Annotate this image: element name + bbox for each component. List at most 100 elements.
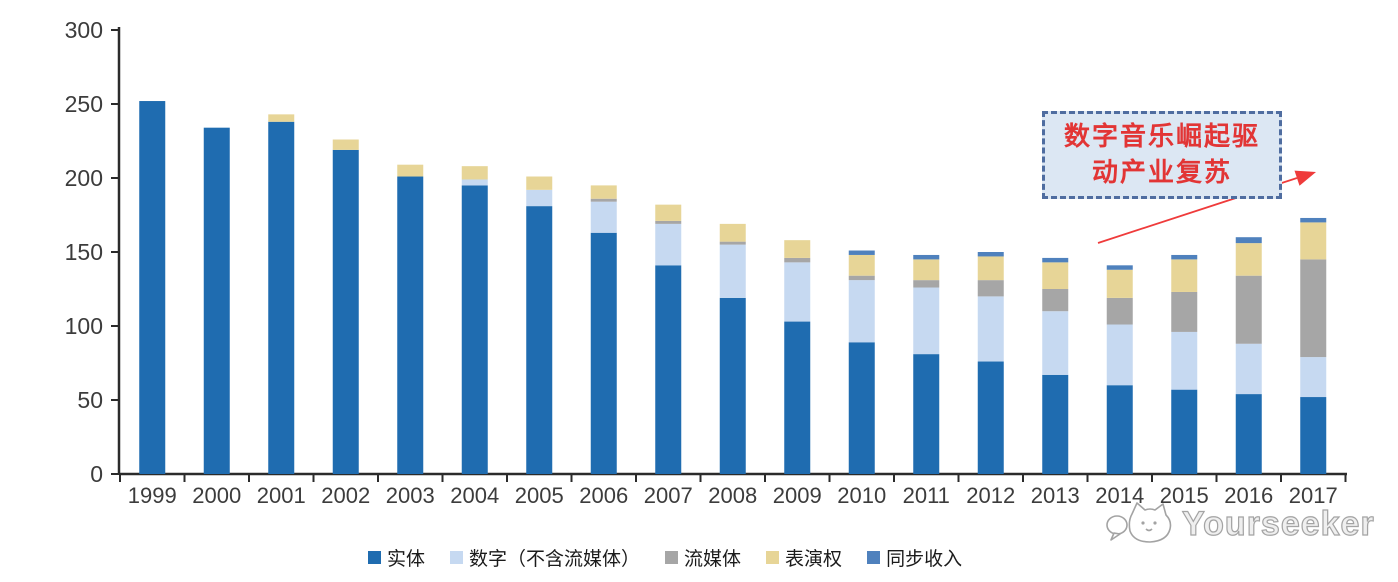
legend-label: 流媒体 [684,548,742,570]
bar-segment-流媒体 [913,280,940,288]
bar-segment-同步收入 [913,254,940,260]
bar-segment-实体 [590,232,617,474]
bar-segment-表演权 [977,256,1004,281]
bar-segment-表演权 [590,185,617,199]
bar-segment-流媒体 [1171,291,1198,332]
bar-segment-实体 [461,185,488,474]
y-tick-label: 200 [65,165,103,191]
bar-segment-实体 [913,354,940,474]
bar-segment-数字（不含流媒体） [913,287,940,355]
bar-segment-同步收入 [848,250,875,255]
x-tick-label: 2005 [515,483,564,508]
bar-segment-数字（不含流媒体） [784,262,811,322]
bar-segment-表演权 [268,114,295,122]
bar-segment-实体 [784,321,811,474]
x-tick-label: 2003 [386,483,435,508]
legend-label: 同步收入 [886,548,963,570]
legend-item-流媒体: 流媒体 [665,544,741,571]
legend-item-数字（不含流媒体）: 数字（不含流媒体） [450,544,640,571]
bar-segment-表演权 [526,176,553,190]
bar-segment-实体 [1106,385,1133,474]
bar-segment-表演权 [332,139,359,150]
bar-segment-实体 [719,297,746,474]
bar-segment-数字（不含流媒体） [1235,343,1262,395]
bar-segment-流媒体 [1300,259,1327,358]
x-tick-label: 2006 [579,483,628,508]
x-tick-label: 2017 [1289,483,1338,508]
y-tick-label: 150 [65,239,103,265]
bar-segment-实体 [977,361,1004,474]
bar-segment-数字（不含流媒体） [977,296,1004,362]
bar-segment-表演权 [719,223,746,242]
bar-segment-数字（不含流媒体） [655,223,682,266]
bar-segment-同步收入 [977,252,1004,257]
x-tick-label: 2004 [450,483,499,508]
legend-item-表演权: 表演权 [766,544,842,571]
legend-swatch [450,551,464,564]
bar-segment-表演权 [461,166,488,180]
bar-segment-表演权 [784,240,811,258]
legend-swatch [766,551,780,564]
bar-segment-数字（不含流媒体） [719,244,746,298]
bar-segment-同步收入 [1042,257,1069,263]
bar-segment-实体 [268,121,295,474]
bar-segment-同步收入 [1171,254,1198,260]
bar-segment-实体 [1235,394,1262,474]
y-tick-label: 0 [90,461,103,487]
bar-segment-表演权 [397,164,424,177]
bar-segment-表演权 [848,254,875,276]
bar-segment-同步收入 [1106,265,1133,270]
legend-swatch [665,551,679,564]
x-tick-label: 2014 [1095,483,1144,508]
legend-swatch [867,551,881,564]
bar-segment-数字（不含流媒体） [1300,357,1327,398]
legend-swatch [368,551,381,564]
y-tick-label: 100 [65,313,103,339]
bar-segment-表演权 [1042,262,1069,289]
bar-segment-表演权 [1300,222,1327,260]
bar-segment-流媒体 [590,198,617,202]
x-tick-label: 2002 [321,483,370,508]
y-tick-label: 250 [65,91,103,117]
chart-legend: 实体 数字（不含流媒体） 流媒体 表演权 同步收入 [368,544,962,571]
bar-segment-数字（不含流媒体） [526,189,553,207]
legend-label: 数字（不含流媒体） [469,548,641,570]
y-tick-label: 300 [65,17,103,43]
bar-segment-同步收入 [1300,217,1327,223]
bar-segment-实体 [139,101,166,474]
bar-segment-流媒体 [1235,275,1262,344]
x-tick-label: 2008 [708,483,757,508]
x-tick-label: 2009 [773,483,822,508]
legend-item-实体: 实体 [368,544,425,571]
bar-segment-实体 [848,342,875,474]
bar-segment-数字（不含流媒体） [1106,324,1133,386]
bar-segment-流媒体 [977,280,1004,297]
bar-segment-实体 [655,265,682,474]
bar-segment-数字（不含流媒体） [461,179,488,186]
bar-segment-流媒体 [719,241,746,245]
bar-segment-表演权 [913,259,940,281]
bar-segment-数字（不含流媒体） [590,201,617,233]
bar-segment-表演权 [1106,269,1133,298]
legend-item-同步收入: 同步收入 [867,544,962,571]
bar-segment-表演权 [1235,243,1262,276]
x-tick-label: 2010 [837,483,886,508]
bar-segment-实体 [1171,389,1198,474]
legend-label: 表演权 [785,548,843,570]
x-tick-label: 2001 [257,483,306,508]
bar-segment-实体 [526,206,553,474]
bar-segment-实体 [1300,397,1327,474]
annotation-line1: 数字音乐崛起驱 [1063,121,1260,152]
bar-segment-流媒体 [655,220,682,224]
bar-segment-实体 [397,176,424,474]
bar-segment-实体 [203,127,230,475]
x-tick-label: 2012 [966,483,1015,508]
x-tick-label: 2015 [1160,483,1209,508]
annotation-arrow-head [1294,170,1316,186]
bar-segment-实体 [332,149,359,474]
bar-segment-流媒体 [1106,297,1133,325]
bar-segment-流媒体 [1042,289,1069,312]
bar-segment-流媒体 [848,275,875,281]
